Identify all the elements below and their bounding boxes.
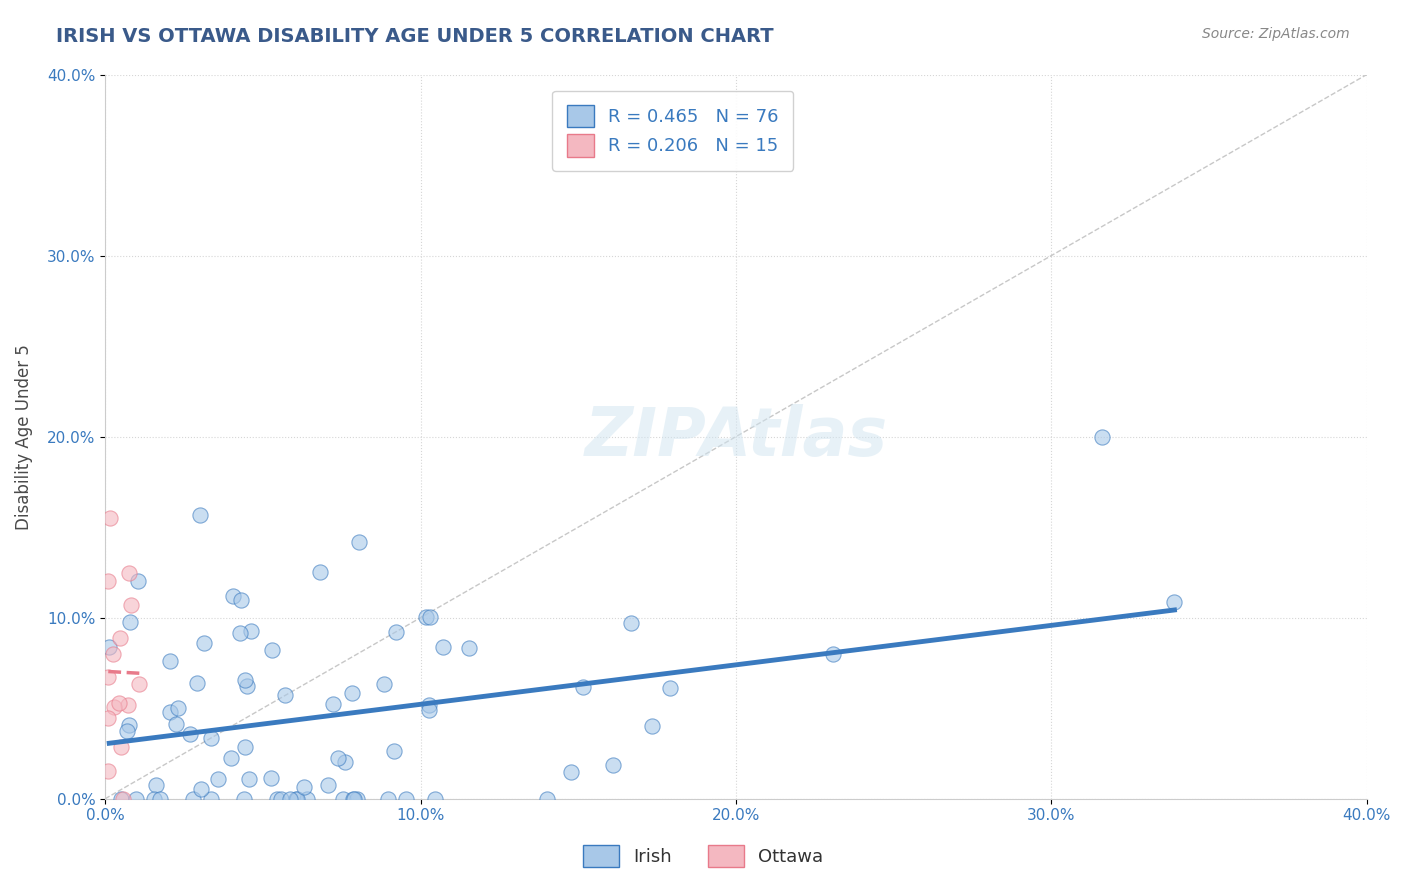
Point <box>98 511 121 525</box>
Point <box>1091 430 1114 444</box>
Point <box>419 610 441 624</box>
Text: IRISH VS OTTAWA DISABILITY AGE UNDER 5 CORRELATION CHART: IRISH VS OTTAWA DISABILITY AGE UNDER 5 C… <box>56 27 773 45</box>
Point <box>823 648 845 662</box>
Point <box>233 673 256 688</box>
Point <box>229 626 252 640</box>
Y-axis label: Disability Age Under 5: Disability Age Under 5 <box>15 343 32 530</box>
Point <box>342 791 364 805</box>
Point <box>347 534 370 549</box>
Point <box>107 696 129 710</box>
Text: Source: ZipAtlas.com: Source: ZipAtlas.com <box>1202 27 1350 41</box>
Point <box>232 791 254 805</box>
Point <box>200 731 222 746</box>
Point <box>101 647 124 661</box>
Point <box>97 711 120 725</box>
Point <box>128 677 150 691</box>
Point <box>560 765 582 780</box>
Point <box>236 680 259 694</box>
Point <box>97 574 120 589</box>
Point <box>181 791 204 805</box>
Legend: R = 0.465   N = 76, R = 0.206   N = 15: R = 0.465 N = 76, R = 0.206 N = 15 <box>553 91 793 171</box>
Point <box>238 772 260 786</box>
Point <box>274 688 297 702</box>
Point <box>297 791 319 805</box>
Point <box>423 791 446 805</box>
Point <box>640 718 662 732</box>
Point <box>270 791 292 805</box>
Point <box>118 566 141 581</box>
Point <box>259 771 281 785</box>
Point <box>165 717 187 731</box>
Point <box>418 703 440 717</box>
Point <box>292 780 315 795</box>
Point <box>98 640 121 655</box>
Point <box>308 565 330 579</box>
Point <box>1163 595 1185 609</box>
Point <box>285 791 308 805</box>
Point <box>332 791 354 805</box>
Point <box>340 686 363 700</box>
Point <box>186 676 208 690</box>
Point <box>219 751 242 765</box>
Point <box>97 670 120 684</box>
Point <box>382 743 405 757</box>
Point <box>316 779 339 793</box>
Point <box>328 751 350 765</box>
Point <box>415 610 437 624</box>
Point <box>118 718 141 732</box>
Point <box>432 640 454 654</box>
Point <box>343 791 366 805</box>
Point <box>97 764 120 778</box>
Point <box>260 643 283 657</box>
Point <box>120 615 142 629</box>
Point <box>346 791 368 805</box>
Text: ZIPAtlas: ZIPAtlas <box>585 404 887 470</box>
Point <box>115 723 138 738</box>
Point <box>285 791 308 805</box>
Point <box>120 598 142 612</box>
Point <box>127 574 149 588</box>
Point <box>110 739 132 754</box>
Point <box>620 615 643 630</box>
Point <box>572 681 595 695</box>
Legend: Irish, Ottawa: Irish, Ottawa <box>575 838 831 874</box>
Point <box>377 791 399 805</box>
Point <box>200 791 222 805</box>
Point <box>190 782 212 797</box>
Point <box>125 791 148 805</box>
Point <box>239 624 262 638</box>
Point <box>142 791 165 805</box>
Point <box>159 705 181 719</box>
Point <box>458 640 481 655</box>
Point <box>395 791 418 805</box>
Point <box>110 791 132 805</box>
Point <box>659 681 682 695</box>
Point <box>117 698 139 713</box>
Point <box>188 508 211 523</box>
Point <box>112 791 135 805</box>
Point <box>179 727 201 741</box>
Point <box>166 701 188 715</box>
Point <box>103 700 125 714</box>
Point <box>207 772 229 786</box>
Point <box>233 740 256 755</box>
Point <box>149 791 172 805</box>
Point <box>418 698 440 713</box>
Point <box>373 677 395 691</box>
Point <box>108 631 131 645</box>
Point <box>222 589 245 603</box>
Point <box>193 636 215 650</box>
Point <box>385 624 408 639</box>
Point <box>602 758 624 772</box>
Point <box>145 778 167 792</box>
Point <box>536 791 558 805</box>
Point <box>266 791 288 805</box>
Point <box>231 592 253 607</box>
Point <box>322 697 344 711</box>
Point <box>159 654 181 668</box>
Point <box>333 756 356 770</box>
Point <box>278 791 301 805</box>
